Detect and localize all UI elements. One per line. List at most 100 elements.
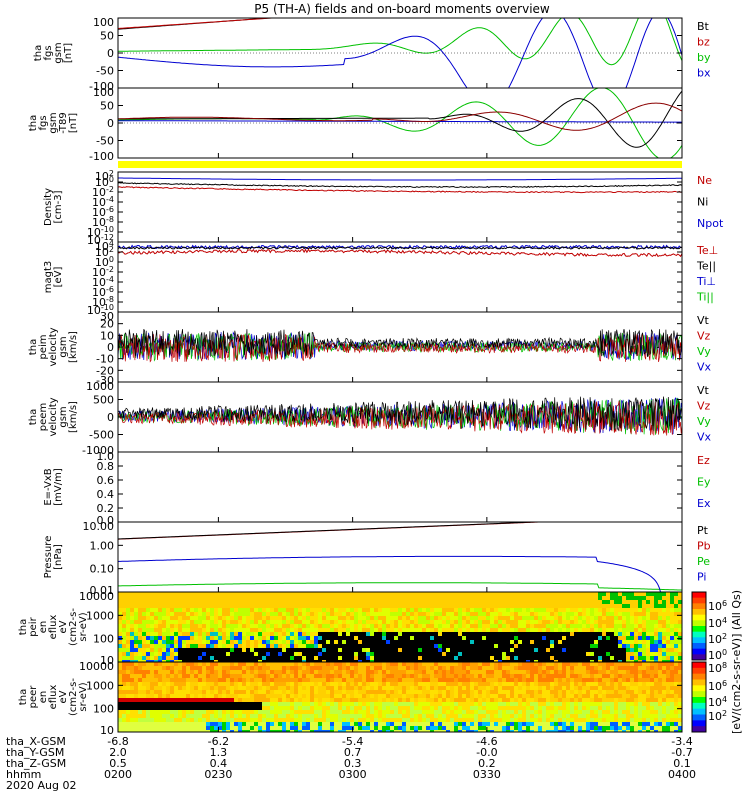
heatmap-cell <box>518 662 522 666</box>
heatmap-cell <box>206 660 210 662</box>
heatmap-cell <box>522 648 526 652</box>
heatmap-cell <box>242 620 246 624</box>
heatmap-cell <box>354 726 358 730</box>
heatmap-cell <box>270 632 274 636</box>
heatmap-cell <box>518 666 522 670</box>
heatmap-cell <box>518 608 522 612</box>
heatmap-cell <box>266 670 270 674</box>
legend-entry: Vz <box>697 330 711 343</box>
heatmap-cell <box>290 644 294 648</box>
heatmap-cell <box>494 718 498 722</box>
heatmap-cell <box>526 682 530 686</box>
heatmap-cell <box>334 678 338 682</box>
heatmap-cell <box>186 722 190 726</box>
heatmap-cell <box>582 640 586 644</box>
heatmap-cell <box>334 628 338 632</box>
heatmap-cell <box>478 636 482 640</box>
heatmap-cell <box>282 644 286 648</box>
heatmap-cell <box>122 644 126 648</box>
heatmap-cell <box>514 706 518 710</box>
heatmap-cell <box>370 628 374 632</box>
heatmap-cell <box>174 660 178 662</box>
heatmap-cell <box>606 632 610 636</box>
heatmap-cell <box>250 710 254 714</box>
heatmap-cell <box>398 674 402 678</box>
heatmap-cell <box>170 722 174 726</box>
heatmap-cell <box>562 624 566 628</box>
heatmap-cell <box>234 636 238 640</box>
heatmap-cell <box>382 686 386 690</box>
heatmap-cell <box>118 718 122 722</box>
heatmap-cell <box>230 718 234 722</box>
heatmap-cell <box>654 608 658 612</box>
heatmap-cell <box>474 608 478 612</box>
heatmap-cell <box>574 644 578 648</box>
heatmap-cell <box>358 628 362 632</box>
heatmap-cell <box>594 674 598 678</box>
heatmap-cell <box>134 660 138 662</box>
heatmap-cell <box>158 702 162 706</box>
heatmap-cell <box>258 730 262 732</box>
heatmap-cell <box>122 652 126 656</box>
heatmap-cell <box>358 674 362 678</box>
heatmap-cell <box>330 714 334 718</box>
heatmap-cell <box>218 596 222 600</box>
heatmap-cell <box>202 666 206 670</box>
heatmap-cell <box>118 612 122 616</box>
heatmap-cell <box>494 632 498 636</box>
heatmap-cell <box>534 644 538 648</box>
heatmap-cell <box>282 710 286 714</box>
heatmap-cell <box>194 682 198 686</box>
heatmap-cell <box>218 686 222 690</box>
heatmap-cell <box>126 592 130 596</box>
heatmap-cell <box>574 718 578 722</box>
heatmap-cell <box>582 620 586 624</box>
heatmap-cell <box>362 608 366 612</box>
heatmap-cell <box>286 612 290 616</box>
heatmap-cell <box>122 596 126 600</box>
heatmap-cell <box>374 698 378 702</box>
heatmap-cell <box>474 596 478 600</box>
heatmap-cell <box>538 620 542 624</box>
heatmap-cell <box>306 690 310 694</box>
heatmap-cell <box>506 714 510 718</box>
heatmap-cell <box>590 628 594 632</box>
heatmap-cell <box>286 628 290 632</box>
heatmap-cell <box>346 690 350 694</box>
heatmap-cell <box>146 596 150 600</box>
heatmap-cell <box>614 596 618 600</box>
heatmap-cell <box>258 640 262 644</box>
heatmap-cell <box>182 604 186 608</box>
heatmap-cell <box>442 660 446 662</box>
heatmap-cell <box>286 714 290 718</box>
heatmap-cell <box>618 612 622 616</box>
heatmap-cell <box>306 722 310 726</box>
heatmap-cell <box>366 682 370 686</box>
heatmap-cell <box>206 686 210 690</box>
heatmap-cell <box>422 624 426 628</box>
heatmap-cell <box>210 600 214 604</box>
heatmap-cell <box>390 612 394 616</box>
heatmap-cell <box>466 730 470 732</box>
heatmap-cell <box>374 660 378 662</box>
heatmap-cell <box>194 660 198 662</box>
heatmap-cell <box>226 710 230 714</box>
heatmap-cell <box>490 718 494 722</box>
heatmap-cell <box>270 718 274 722</box>
heatmap-cell <box>634 596 638 600</box>
heatmap-cell <box>410 592 414 596</box>
heatmap-cell <box>410 726 414 730</box>
y-tick-label: -50 <box>96 135 114 148</box>
heatmap-cell <box>466 666 470 670</box>
heatmap-cell <box>494 600 498 604</box>
heatmap-cell <box>634 644 638 648</box>
heatmap-cell <box>622 604 626 608</box>
heatmap-cell <box>578 592 582 596</box>
heatmap-cell <box>146 652 150 656</box>
heatmap-cell <box>450 616 454 620</box>
heatmap-cell <box>442 710 446 714</box>
heatmap-cell <box>454 608 458 612</box>
heatmap-cell <box>570 636 574 640</box>
heatmap-cell <box>138 698 142 702</box>
heatmap-cell <box>378 702 382 706</box>
